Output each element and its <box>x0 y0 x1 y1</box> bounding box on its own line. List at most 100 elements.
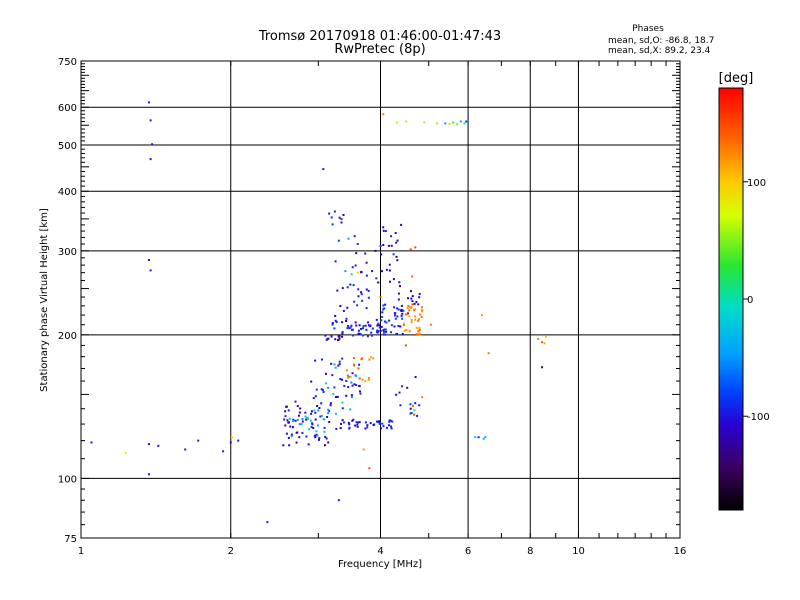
echo-point <box>287 436 290 439</box>
echo-point <box>345 394 348 397</box>
echo-point <box>367 289 370 292</box>
echo-point <box>337 364 340 367</box>
echo-point <box>456 123 458 126</box>
echo-point <box>149 158 152 161</box>
chart-subtitle: RwPretec (8p) <box>334 42 425 57</box>
echo-point <box>351 266 354 269</box>
echo-point <box>411 295 414 298</box>
echo-point <box>349 283 352 286</box>
echo-point <box>387 244 390 247</box>
echo-point <box>371 334 373 337</box>
echo-point <box>390 331 392 334</box>
echo-point <box>414 402 417 405</box>
echo-point <box>358 421 361 424</box>
echo-point <box>340 221 343 224</box>
echo-point <box>360 291 363 294</box>
echo-point <box>448 123 451 126</box>
echo-point <box>395 393 398 396</box>
echo-point <box>353 300 356 303</box>
x-tick-label: 2 <box>228 546 234 557</box>
echo-point <box>327 412 330 415</box>
echo-point <box>477 436 480 439</box>
echo-point <box>375 277 378 280</box>
echo-point <box>292 418 295 421</box>
echo-point <box>402 324 405 327</box>
echo-point <box>391 420 394 423</box>
echo-point <box>410 297 413 300</box>
echo-point <box>377 322 380 325</box>
echo-point <box>358 363 361 366</box>
echo-point <box>361 357 364 360</box>
echo-point <box>409 306 411 309</box>
echo-point <box>315 388 318 391</box>
echo-point <box>410 306 413 309</box>
echo-point <box>334 338 337 341</box>
echo-point <box>390 427 393 430</box>
echo-point <box>148 259 150 261</box>
echo-point <box>397 298 400 301</box>
echo-point <box>322 391 325 393</box>
echo-point <box>400 304 403 307</box>
echo-point <box>346 306 349 309</box>
echo-point <box>406 312 409 315</box>
echo-point <box>369 422 372 425</box>
echo-point <box>359 392 362 395</box>
echo-point <box>184 448 187 451</box>
echo-point <box>294 419 297 422</box>
echo-point <box>365 328 368 331</box>
echo-point <box>400 314 403 317</box>
echo-point <box>436 122 439 125</box>
echo-point <box>266 521 269 524</box>
echo-point <box>392 278 395 281</box>
echo-point <box>327 337 330 340</box>
echo-point <box>386 426 388 429</box>
y-tick-label: 300 <box>58 247 77 258</box>
echo-point <box>337 339 340 341</box>
echo-point <box>420 306 423 309</box>
y-tick-label: 75 <box>64 534 77 545</box>
echo-point <box>395 241 398 244</box>
echo-point <box>411 300 414 303</box>
x-tick-label: 8 <box>527 546 533 557</box>
echo-point <box>149 269 152 272</box>
colorbar-tick-label: 0 <box>747 295 753 306</box>
echo-point <box>378 324 381 327</box>
echo-point <box>285 432 288 435</box>
echo-point <box>355 375 358 378</box>
echo-point <box>400 223 403 226</box>
echo-point <box>383 328 386 331</box>
echo-point <box>417 303 420 306</box>
echo-point <box>322 168 325 171</box>
echo-point <box>384 230 387 233</box>
echo-point <box>388 319 391 322</box>
echo-point <box>393 306 396 309</box>
echo-point <box>310 426 313 429</box>
echo-point <box>338 216 341 219</box>
echo-point <box>364 427 367 430</box>
echo-point <box>331 323 334 326</box>
echo-point <box>333 327 336 330</box>
echo-point <box>350 324 353 327</box>
echo-point <box>395 333 398 335</box>
echo-point <box>413 409 416 412</box>
echo-point <box>346 374 349 377</box>
echo-point <box>394 317 397 320</box>
echo-point <box>374 249 377 252</box>
echo-point <box>351 372 354 375</box>
echo-point <box>361 299 364 302</box>
echo-point <box>385 321 388 324</box>
echo-point <box>318 437 321 440</box>
echo-point <box>365 261 368 264</box>
phases-heading: Phases <box>632 24 664 34</box>
echo-point <box>305 435 308 438</box>
echo-point <box>330 362 333 365</box>
echo-point <box>382 329 385 332</box>
echo-point <box>148 473 150 476</box>
echo-point <box>419 313 421 316</box>
echo-point <box>376 329 379 332</box>
echo-point <box>397 325 400 327</box>
echo-point <box>328 421 331 423</box>
echo-point <box>360 327 362 330</box>
echo-point <box>314 359 317 362</box>
echo-point <box>341 401 344 404</box>
